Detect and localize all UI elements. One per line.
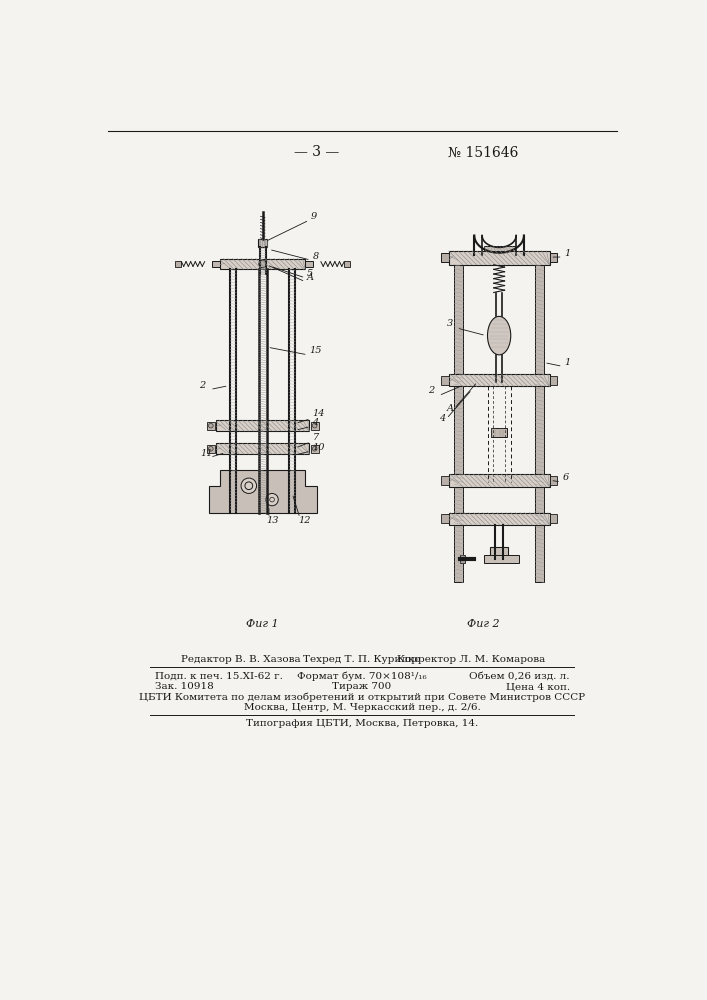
Bar [344, 261, 351, 267]
Bar [449, 474, 549, 487]
Bar [441, 253, 449, 262]
Bar [449, 513, 549, 525]
Text: 3: 3 [446, 319, 452, 328]
Bar [175, 261, 182, 267]
Bar [449, 374, 549, 386]
Text: 4: 4 [438, 414, 445, 423]
Text: Формат бум. 70×108¹/₁₆: Формат бум. 70×108¹/₁₆ [297, 671, 427, 681]
Polygon shape [209, 470, 317, 513]
Text: 9: 9 [311, 212, 317, 221]
Bar [549, 253, 557, 262]
Text: Объем 0,26 изд. л.: Объем 0,26 изд. л. [469, 671, 570, 680]
Bar [441, 376, 449, 385]
Bar [441, 476, 449, 485]
Text: 12: 12 [298, 516, 311, 525]
Circle shape [209, 446, 213, 451]
Bar [549, 376, 557, 385]
Text: № 151646: № 151646 [448, 145, 519, 159]
Text: Тираж 700: Тираж 700 [332, 682, 392, 691]
Text: Типография ЦБТИ, Москва, Петровка, 14.: Типография ЦБТИ, Москва, Петровка, 14. [246, 719, 478, 728]
Text: — 3 —: — 3 — [294, 145, 339, 159]
Text: Подп. к печ. 15.XI-62 г.: Подп. к печ. 15.XI-62 г. [155, 671, 283, 680]
Bar [212, 261, 220, 267]
Text: Зак. 10918: Зак. 10918 [155, 682, 214, 691]
Text: Цена 4 коп.: Цена 4 коп. [506, 682, 570, 691]
Text: 2: 2 [199, 381, 206, 390]
Ellipse shape [488, 316, 510, 355]
Text: 5: 5 [307, 269, 313, 278]
Text: Москва, Центр, М. Черкасский пер., д. 2/6.: Москва, Центр, М. Черкасский пер., д. 2/… [244, 703, 480, 712]
Bar [216, 443, 309, 454]
Bar [449, 251, 549, 265]
Bar [311, 445, 319, 453]
Bar [258, 239, 267, 247]
Text: 1: 1 [564, 249, 571, 258]
Text: ЦБТИ Комитета по делам изобретений и открытий при Совете Министров СССР: ЦБТИ Комитета по делам изобретений и отк… [139, 693, 585, 702]
Bar [484, 246, 515, 251]
Text: 11: 11 [201, 449, 214, 458]
Circle shape [312, 446, 317, 451]
Bar [534, 265, 544, 582]
Text: 15: 15 [309, 346, 322, 355]
Text: 13: 13 [267, 516, 279, 525]
Circle shape [312, 423, 317, 428]
Text: Фиг 1: Фиг 1 [247, 619, 279, 629]
Bar [207, 422, 215, 430]
Bar [220, 259, 305, 269]
Text: 10: 10 [312, 443, 325, 452]
Bar [311, 422, 319, 430]
Text: Редактор В. В. Хазова: Редактор В. В. Хазова [182, 654, 301, 664]
Text: 4: 4 [312, 418, 319, 427]
Bar [549, 514, 557, 523]
Text: 2: 2 [428, 386, 434, 395]
Bar [305, 261, 313, 267]
Bar [216, 420, 309, 431]
Bar [441, 514, 449, 523]
Circle shape [241, 478, 257, 493]
Bar [460, 555, 465, 563]
Bar [490, 547, 508, 561]
Bar [484, 555, 518, 563]
Text: 6: 6 [563, 473, 569, 482]
Circle shape [209, 423, 213, 428]
Circle shape [259, 260, 267, 268]
Circle shape [266, 493, 279, 506]
Text: 8: 8 [312, 252, 319, 261]
Text: Техред Т. П. Курилко: Техред Т. П. Курилко [303, 654, 421, 664]
Bar [491, 428, 507, 437]
Bar [454, 265, 464, 582]
Text: 1: 1 [564, 358, 571, 367]
Text: A: A [307, 273, 314, 282]
Text: Корректор Л. М. Комарова: Корректор Л. М. Комарова [397, 654, 546, 664]
Text: 7: 7 [312, 433, 319, 442]
Bar [207, 445, 215, 453]
Text: 14: 14 [312, 409, 325, 418]
Bar [549, 476, 557, 485]
Text: A: A [446, 404, 453, 413]
Text: Фиг 2: Фиг 2 [467, 619, 500, 629]
